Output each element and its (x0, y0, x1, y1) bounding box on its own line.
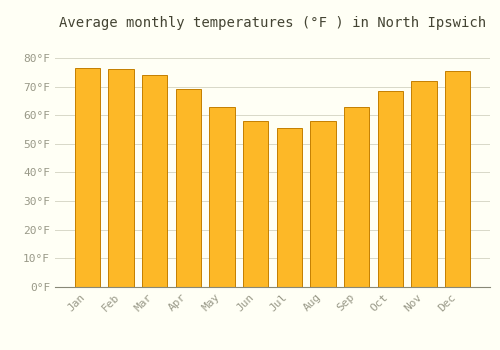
Bar (210, 107, 234, 287)
Bar (142, 75, 168, 287)
Bar (108, 69, 134, 287)
Bar (176, 89, 201, 287)
Bar (276, 128, 302, 287)
Bar (310, 121, 336, 287)
Bar (243, 121, 268, 287)
Bar (412, 81, 436, 287)
Bar (445, 71, 470, 287)
Title: Average monthly temperatures (°F ) in North Ipswich: Average monthly temperatures (°F ) in No… (59, 16, 486, 30)
Bar (344, 107, 370, 287)
Bar (378, 91, 403, 287)
Bar (75, 68, 100, 287)
